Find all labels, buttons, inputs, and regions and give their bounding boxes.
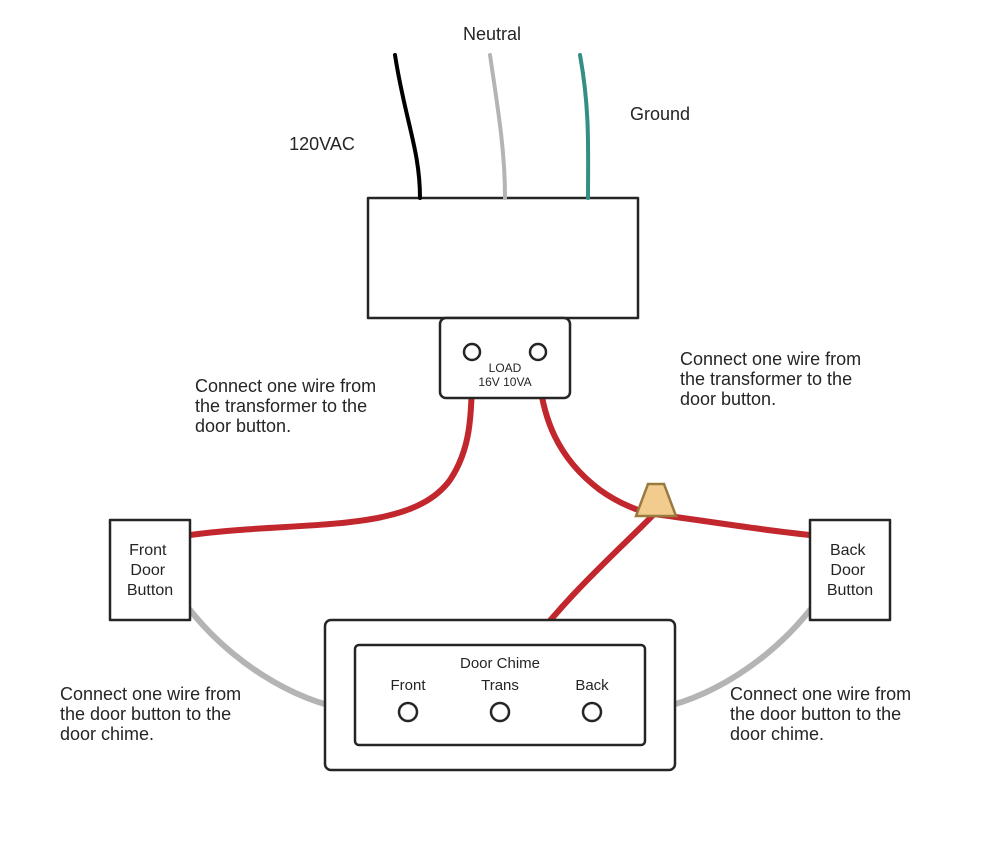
label-neutral: Neutral: [463, 24, 521, 44]
back-button-label: Back Door Button: [827, 542, 873, 599]
label-chime-back: Back: [575, 677, 609, 694]
chime-terminal-front: [399, 703, 417, 721]
chime-terminal-trans: [491, 703, 509, 721]
instruction-left-bottom: Connect one wire from the door button to…: [60, 684, 246, 744]
wiring-diagram: 120VAC Neutral Ground LOAD 16V 10VA Door…: [0, 0, 1000, 860]
transformer-body: [368, 198, 638, 318]
instruction-right-top: Connect one wire from the transformer to…: [680, 349, 866, 409]
label-load-line2: 16V 10VA: [478, 375, 531, 389]
input-wire-neutral: [490, 55, 505, 198]
input-wire-hot: [395, 55, 420, 198]
label-load-line1: LOAD: [489, 361, 522, 375]
label-chime-trans: Trans: [481, 677, 519, 694]
input-wire-ground: [580, 55, 588, 198]
instruction-right-bottom: Connect one wire from the door button to…: [730, 684, 916, 744]
label-120vac: 120VAC: [289, 134, 355, 154]
wire-nut-icon: [636, 484, 676, 516]
instruction-left-top: Connect one wire from the transformer to…: [195, 376, 381, 436]
front-button-label: Front Door Button: [127, 542, 173, 599]
label-chime-front: Front: [390, 677, 426, 694]
chime-terminal-back: [583, 703, 601, 721]
load-terminal-right: [530, 344, 546, 360]
label-ground: Ground: [630, 104, 690, 124]
load-terminal-left: [464, 344, 480, 360]
label-chime-title: Door Chime: [460, 655, 540, 672]
